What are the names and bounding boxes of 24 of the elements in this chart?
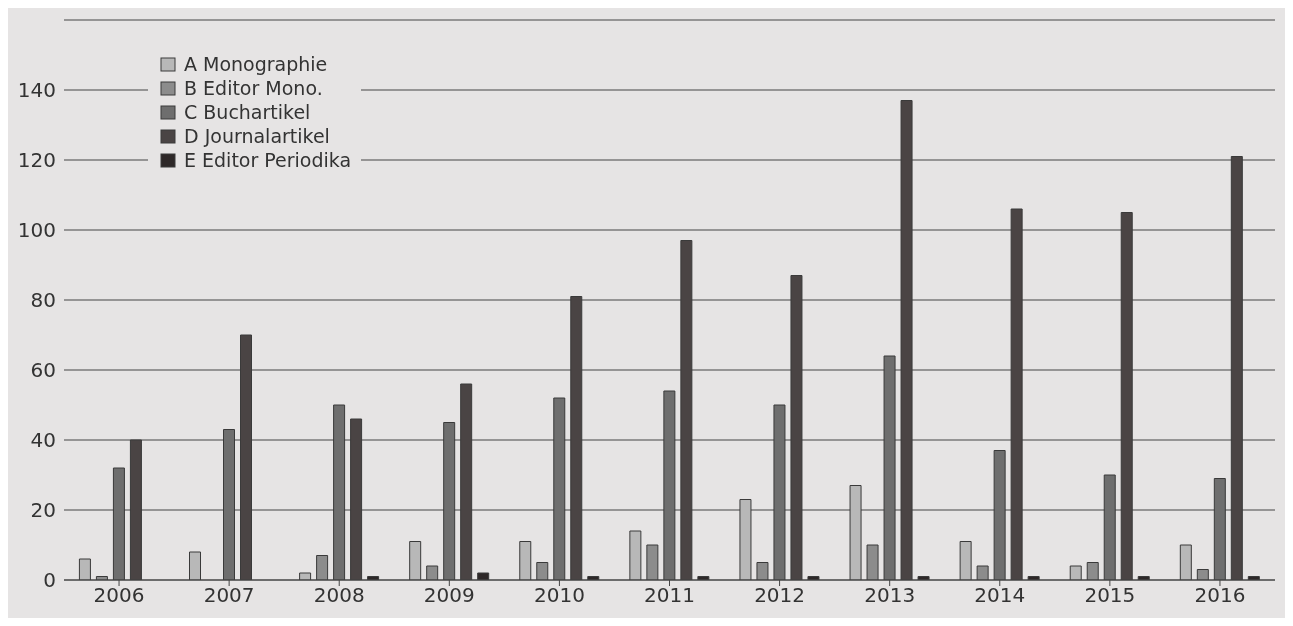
x-tick-label: 2016 (1194, 583, 1246, 608)
x-tick-label: 2012 (754, 583, 806, 608)
y-tick-label: 40 (30, 428, 56, 453)
legend-label: A Monographie (184, 52, 328, 76)
y-tick-label: 80 (30, 288, 56, 313)
legend-label: E Editor Periodika (184, 148, 352, 172)
x-tick-label: 2011 (644, 583, 695, 608)
y-tick-label: 0 (43, 568, 56, 593)
x-tick-label: 2015 (1084, 583, 1136, 608)
x-tick-label: 2009 (423, 583, 475, 608)
y-tick-label: 120 (17, 148, 56, 173)
x-tick-label: 2006 (93, 583, 145, 608)
legend-label: D Journalartikel (184, 124, 330, 148)
x-tick-label: 2013 (864, 583, 916, 608)
legend-label: B Editor Mono. (184, 76, 323, 100)
x-tick-label: 2014 (974, 583, 1026, 608)
legend-label: C Buchartikel (184, 100, 311, 124)
y-tick-label: 140 (17, 78, 56, 103)
y-tick-label: 20 (30, 498, 56, 523)
x-tick-label: 2010 (533, 583, 585, 608)
x-tick-label: 2007 (203, 583, 255, 608)
y-tick-label: 100 (17, 218, 56, 243)
x-tick-label: 2008 (313, 583, 365, 608)
y-tick-label: 60 (30, 358, 56, 383)
